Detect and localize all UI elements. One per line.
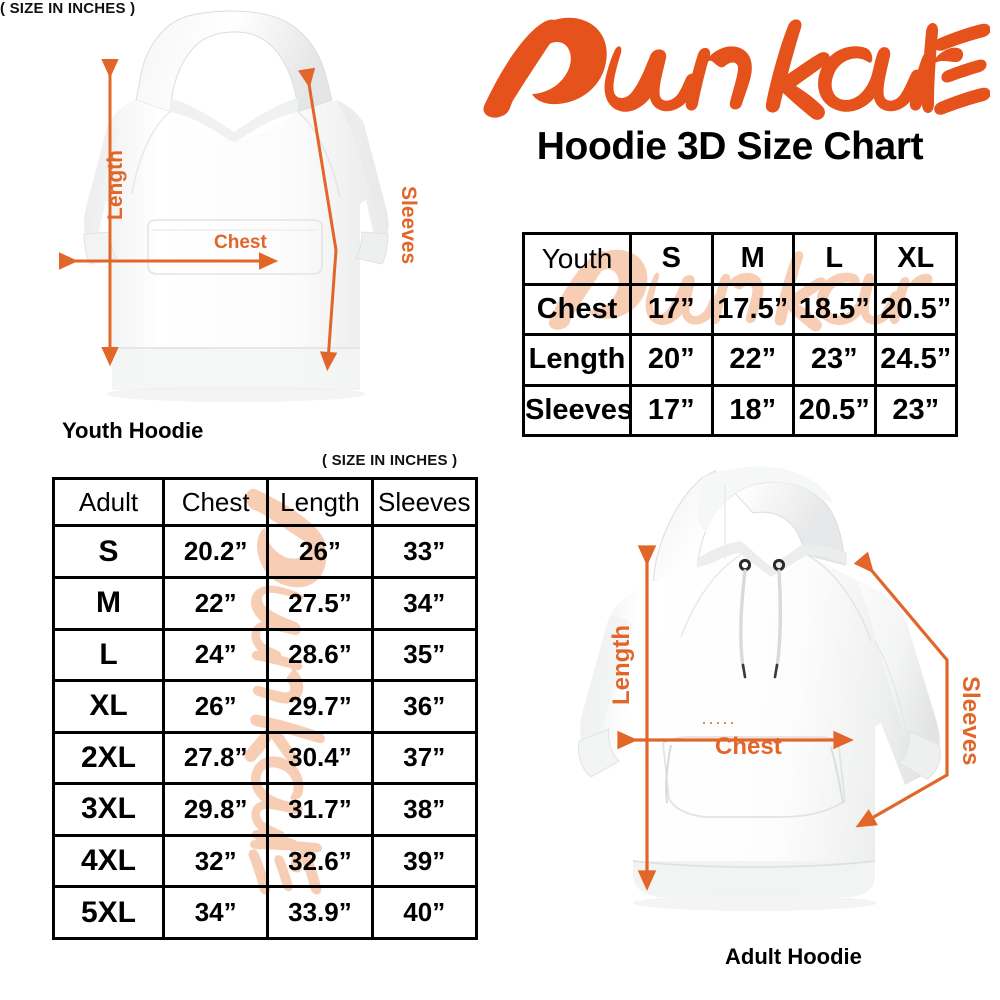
youth-length-l: 23”	[792, 333, 877, 387]
table-row: 3XL 29.8” 31.7” 38”	[52, 782, 478, 837]
adult-2xl-length: 30.4”	[266, 730, 374, 786]
adult-header-length: Length	[266, 476, 374, 528]
adult-hoodie-caption: Adult Hoodie	[725, 944, 862, 969]
adult-2xl-chest: 27.8”	[161, 730, 270, 786]
table-row: M 22” 27.5” 34”	[52, 575, 478, 631]
adult-s-chest: 20.2”	[161, 524, 270, 579]
table-row: S 20.2” 26” 33”	[52, 524, 478, 579]
adult-4xl-chest: 32”	[161, 833, 270, 889]
adult-units-note: ( SIZE IN INCHES )	[322, 452, 458, 469]
adult-size-3xl: 3XL	[52, 782, 165, 837]
youth-chest-xl: 20.5”	[873, 282, 958, 336]
adult-sleeves-label: Sleeves	[957, 676, 984, 766]
youth-row-label-chest: Chest	[522, 282, 632, 336]
adult-size-m: M	[52, 575, 165, 631]
adult-m-length: 27.5”	[266, 575, 374, 631]
youth-units-note: ( SIZE IN INCHES )	[0, 0, 136, 17]
table-row: Chest 17” 17.5” 18.5” 20.5”	[522, 282, 958, 336]
table-row: Length 20” 22” 23” 24.5”	[522, 333, 958, 387]
youth-sleeves-m: 18”	[710, 383, 795, 437]
youth-hoodie-caption: Youth Hoodie	[62, 418, 204, 443]
adult-size-s: S	[52, 524, 165, 579]
youth-hoodie-illustration	[40, 8, 440, 408]
youth-chest-l: 18.5”	[792, 282, 877, 336]
adult-size-l: L	[52, 627, 165, 683]
table-header-row: Youth S M L XL	[522, 232, 958, 286]
adult-m-chest: 22”	[161, 575, 270, 631]
adult-header-sleeves: Sleeves	[370, 476, 478, 528]
adult-2xl-sleeves: 37”	[370, 730, 478, 786]
adult-5xl-length: 33.9”	[266, 885, 374, 940]
adult-l-chest: 24”	[161, 627, 270, 683]
youth-row-label-length: Length	[522, 333, 632, 387]
table-row: Sleeves 17” 18” 20.5” 23”	[522, 383, 958, 437]
adult-header-chest: Chest	[161, 476, 270, 528]
adult-4xl-length: 32.6”	[266, 833, 374, 889]
youth-sleeves-xl: 23”	[873, 383, 958, 437]
adult-hoodie-illustration	[575, 455, 985, 935]
youth-sleeves-label: Sleeves	[397, 186, 420, 265]
adult-3xl-chest: 29.8”	[161, 782, 270, 837]
adult-l-length: 28.6”	[266, 627, 374, 683]
adult-size-4xl: 4XL	[52, 833, 165, 889]
adult-s-sleeves: 33”	[370, 524, 478, 579]
youth-length-xl: 24.5”	[873, 333, 958, 387]
youth-chest-s: 17”	[629, 282, 714, 336]
adult-xl-length: 29.7”	[266, 679, 374, 734]
adult-s-length: 26”	[266, 524, 374, 579]
youth-length-m: 22”	[710, 333, 795, 387]
adult-size-table: Adult Chest Length Sleeves S 20.2” 26” 3…	[52, 476, 478, 940]
table-row: 5XL 34” 33.9” 40”	[52, 885, 478, 940]
table-row: 4XL 32” 32.6” 39”	[52, 833, 478, 889]
adult-m-sleeves: 34”	[370, 575, 478, 631]
page-title: Hoodie 3D Size Chart	[536, 125, 924, 168]
adult-header-title: Adult	[52, 476, 165, 528]
youth-length-s: 20”	[629, 333, 714, 387]
youth-sleeves-s: 17”	[629, 383, 714, 437]
adult-xl-chest: 26”	[161, 679, 270, 734]
adult-l-sleeves: 35”	[370, 627, 478, 683]
adult-xl-sleeves: 36”	[370, 679, 478, 734]
adult-size-2xl: 2XL	[52, 730, 165, 786]
youth-row-label-sleeves: Sleeves	[522, 383, 633, 437]
youth-header-l: L	[792, 232, 877, 286]
table-row: 2XL 27.8” 30.4” 37”	[52, 730, 478, 786]
adult-3xl-length: 31.7”	[266, 782, 374, 837]
adult-4xl-sleeves: 39”	[370, 833, 478, 889]
youth-chest-label: Chest	[214, 232, 267, 253]
youth-size-table: Youth S M L XL Chest 17” 17.5” 18.5” 20.…	[522, 232, 958, 437]
adult-3xl-sleeves: 38”	[370, 782, 478, 837]
youth-header-title: Youth	[522, 232, 632, 286]
adult-size-5xl: 5XL	[52, 885, 165, 940]
adult-5xl-chest: 34”	[161, 885, 270, 940]
youth-length-label: Length	[104, 150, 127, 220]
brand-logo	[470, 8, 990, 128]
table-header-row: Adult Chest Length Sleeves	[52, 476, 478, 528]
youth-sleeves-l: 20.5”	[792, 383, 877, 437]
table-row: L 24” 28.6” 35”	[52, 627, 478, 683]
youth-chest-m: 17.5”	[710, 282, 795, 336]
adult-size-xl: XL	[52, 679, 165, 734]
adult-length-label: Length	[608, 625, 635, 705]
youth-header-s: S	[629, 232, 714, 286]
table-row: XL 26” 29.7” 36”	[52, 679, 478, 734]
adult-chest-label: Chest	[715, 733, 782, 760]
youth-header-m: M	[710, 232, 795, 286]
adult-5xl-sleeves: 40”	[370, 885, 478, 940]
youth-header-xl: XL	[873, 232, 958, 286]
